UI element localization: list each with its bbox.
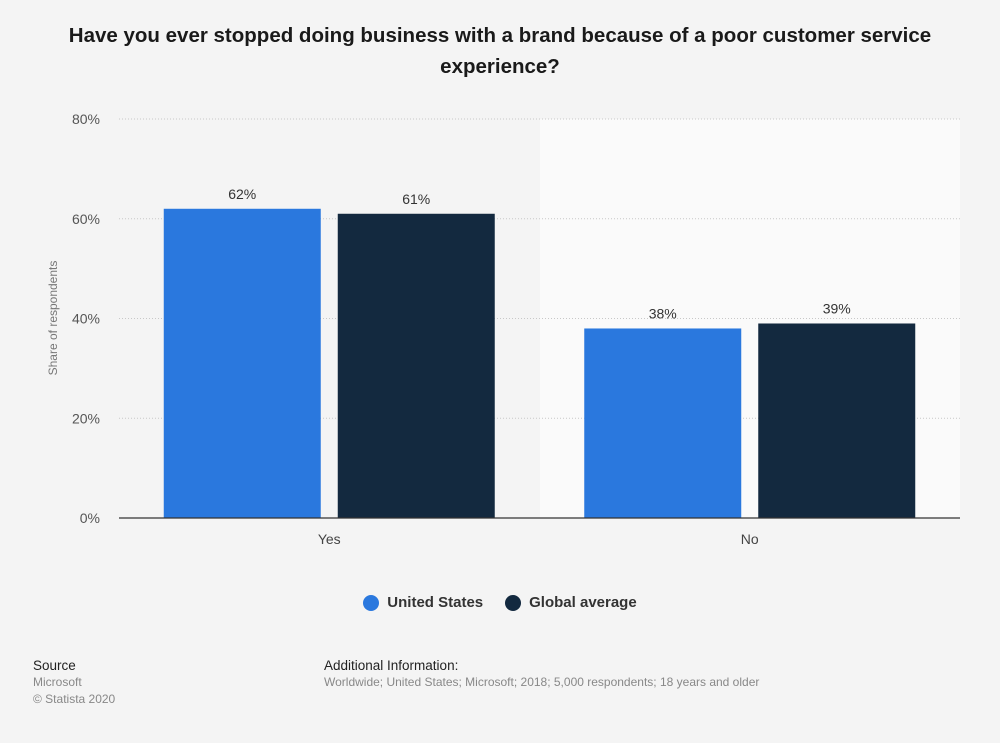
y-axis-ticks: 0% 20% 40% 60% 80% [72, 111, 100, 526]
source-name: Microsoft [33, 675, 82, 689]
legend-label: Global average [529, 594, 637, 611]
legend-label: United States [387, 594, 484, 611]
chart-title: Have you ever stopped doing business wit… [68, 24, 932, 78]
legend-swatch [505, 594, 522, 611]
additional-info-text: Worldwide; United States; Microsoft; 201… [324, 675, 760, 689]
y-tick-label: 40% [72, 311, 100, 327]
data-label: 38% [649, 305, 677, 321]
legend-swatch [363, 594, 380, 611]
additional-info-heading: Additional Information: [324, 658, 459, 673]
category-labels: Yes No [318, 531, 759, 547]
x-category-label: No [741, 531, 759, 547]
legend-item[interactable]: United States [363, 594, 483, 611]
bars [163, 208, 916, 518]
bar [337, 213, 495, 518]
source-heading: Source [33, 658, 76, 673]
y-tick-label: 60% [72, 211, 100, 227]
y-tick-label: 20% [72, 410, 100, 426]
y-tick-label: 80% [72, 111, 100, 127]
data-label: 62% [228, 186, 256, 202]
x-category-label: Yes [318, 531, 341, 547]
data-label: 61% [402, 191, 430, 207]
legend-item[interactable]: Global average [505, 594, 637, 611]
source-block: Source Microsoft © Statista 2020 [33, 657, 115, 708]
data-labels: 62% 61% 38% 39% [228, 186, 851, 322]
additional-info-block: Additional Information: Worldwide; Unite… [324, 657, 759, 691]
bar [163, 208, 321, 518]
bar [584, 328, 742, 518]
bar [758, 323, 916, 518]
legend: United States Global average [0, 594, 1000, 611]
y-axis-label: Share of respondents [46, 261, 60, 376]
data-label: 39% [823, 300, 851, 316]
y-tick-label: 0% [80, 510, 100, 526]
copyright: © Statista 2020 [33, 692, 116, 706]
gridlines [119, 118, 960, 419]
